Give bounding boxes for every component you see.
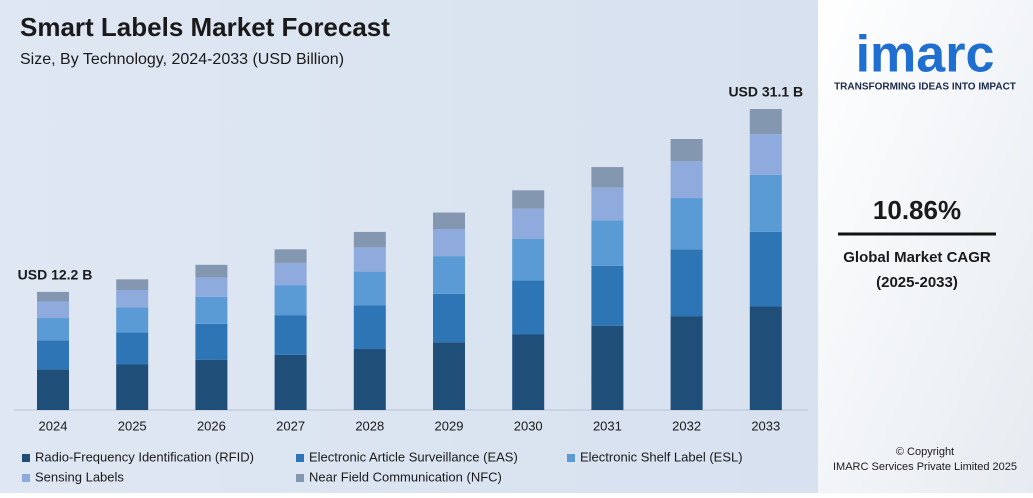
bar-segment — [274, 285, 307, 316]
bar-segment — [353, 271, 386, 306]
bar-segment — [670, 161, 703, 199]
bar-segment — [37, 318, 69, 341]
bar-segment — [749, 134, 782, 175]
x-tick-label: 2024 — [39, 418, 68, 433]
bar-segment — [37, 369, 69, 410]
bar-segment — [274, 249, 307, 263]
tagline: TRANSFORMING IDEAS INTO IMPACT — [834, 82, 1016, 93]
bar-segment — [353, 247, 386, 272]
bar-segment — [195, 277, 228, 297]
bar-segment — [274, 315, 307, 355]
x-tick-label: 2031 — [593, 418, 622, 433]
bar-segment — [433, 293, 465, 343]
legend-label: Radio-Frequency Identification (RFID) — [35, 449, 254, 464]
bar-segment — [670, 316, 703, 410]
bar-segment — [37, 291, 69, 302]
bar-segment — [749, 306, 782, 410]
chart-title: Smart Labels Market Forecast — [20, 12, 390, 42]
bar-segment — [195, 323, 228, 360]
bar-segment — [749, 109, 782, 135]
bar-segment — [195, 296, 228, 324]
legend-swatch — [296, 454, 304, 462]
x-tick-label: 2032 — [672, 418, 701, 433]
bar-segment — [670, 139, 703, 162]
x-tick-label: 2026 — [197, 418, 226, 433]
bar-segment — [37, 340, 69, 370]
bar-segment — [195, 359, 228, 410]
bar-segment — [116, 332, 149, 365]
cagr-label: Global Market CAGR — [843, 249, 991, 266]
bar-segment — [116, 279, 149, 290]
x-tick-label: 2029 — [435, 418, 464, 433]
bar-segment — [433, 229, 465, 257]
bar-segment — [749, 174, 782, 232]
total-label: USD 12.2 B — [18, 267, 93, 283]
bar-segment — [274, 262, 307, 286]
legend-label: Sensing Labels — [35, 469, 124, 484]
bar-segment — [591, 220, 624, 266]
legend-label: Electronic Article Surveillance (EAS) — [309, 449, 518, 464]
legend-label: Electronic Shelf Label (ESL) — [580, 449, 743, 464]
bar-segment — [512, 238, 545, 281]
total-label: USD 31.1 B — [728, 84, 803, 100]
legend-swatch — [296, 474, 304, 482]
legend-swatch — [22, 454, 30, 462]
bar-segment — [512, 334, 545, 410]
legend-label: Near Field Communication (NFC) — [309, 469, 502, 484]
cagr-period: (2025-2033) — [876, 274, 958, 291]
copyright: © Copyright — [896, 446, 954, 458]
legend-swatch — [22, 474, 30, 482]
side-background — [818, 0, 1033, 493]
bar-segment — [353, 231, 386, 248]
bar-segment — [670, 198, 703, 250]
bar-segment — [591, 187, 624, 221]
bar-segment — [353, 349, 386, 410]
bar-segment — [512, 208, 545, 239]
bar-segment — [591, 265, 624, 326]
cagr-value: 10.86% — [873, 195, 961, 225]
x-tick-label: 2025 — [118, 418, 147, 433]
bar-segment — [116, 289, 149, 308]
bar-segment — [116, 307, 149, 333]
legend-swatch — [567, 454, 575, 462]
bar-segment — [433, 212, 465, 230]
bar-segment — [433, 342, 465, 410]
bar-segment — [274, 354, 307, 410]
bar-segment — [670, 249, 703, 317]
logo: imarc — [856, 26, 995, 84]
x-tick-label: 2027 — [276, 418, 305, 433]
bar-segment — [433, 256, 465, 294]
bar-segment — [353, 305, 386, 350]
x-tick-label: 2028 — [355, 418, 384, 433]
bar-segment — [512, 280, 545, 335]
chart-subtitle: Size, By Technology, 2024-2033 (USD Bill… — [20, 51, 344, 68]
bar-segment — [591, 167, 624, 188]
x-tick-label: 2033 — [751, 418, 780, 433]
bar-segment — [591, 325, 624, 410]
bar-segment — [749, 231, 782, 307]
bar-segment — [116, 364, 149, 410]
x-tick-label: 2030 — [514, 418, 543, 433]
company: IMARC Services Private Limited 2025 — [833, 461, 1017, 473]
bar-segment — [195, 264, 228, 278]
bar-segment — [37, 301, 69, 319]
bar-segment — [512, 190, 545, 209]
